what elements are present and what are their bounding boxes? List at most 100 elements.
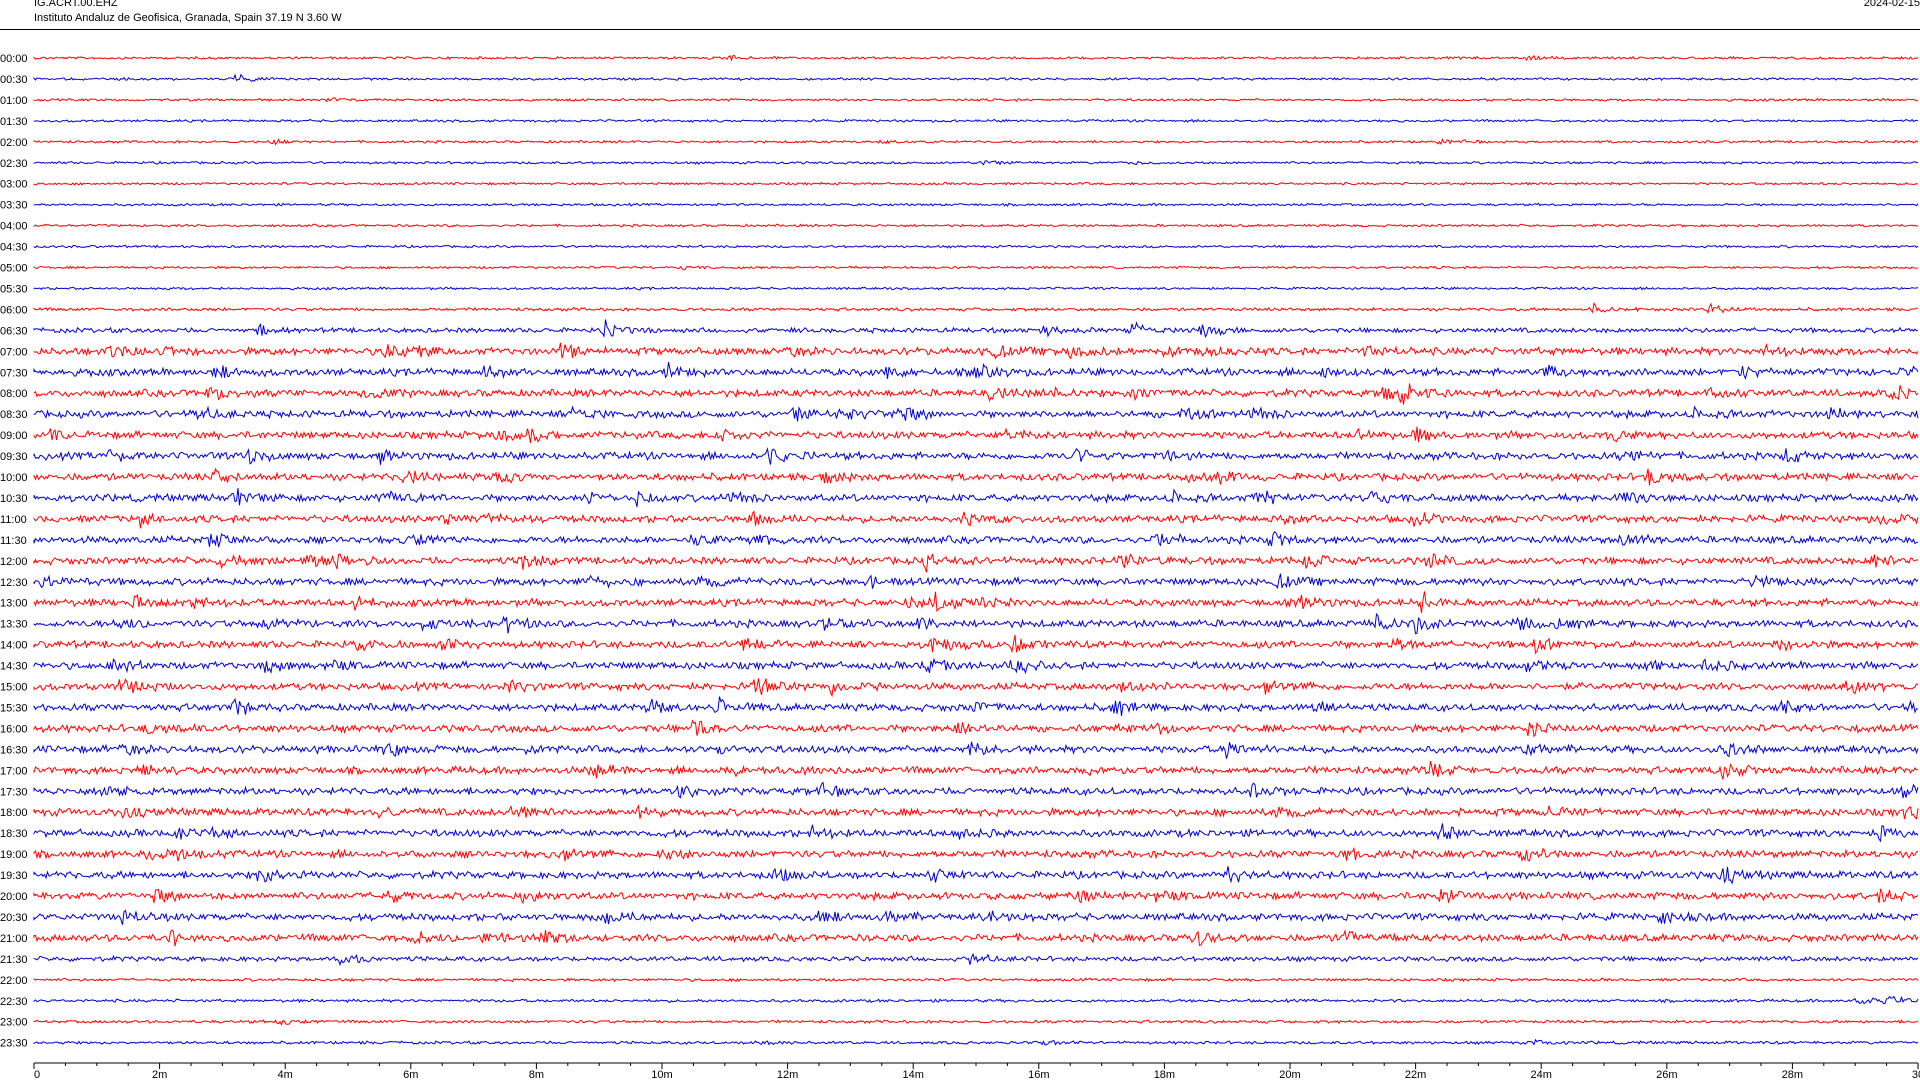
station-code: IG.ACRT.00.EHZ <box>34 0 118 9</box>
trace-row-13:30 <box>33 612 1919 635</box>
trace-row-10:30 <box>33 488 1919 508</box>
trace-row-20:00 <box>33 887 1919 905</box>
row-label: 01:30 <box>0 116 28 128</box>
row-label: 22:00 <box>0 975 28 987</box>
row-label: 06:00 <box>0 304 28 316</box>
row-label: 23:30 <box>0 1038 28 1050</box>
trace-row-02:00 <box>33 138 1919 146</box>
row-label: 06:30 <box>0 325 28 337</box>
x-tick-label: 28m <box>1782 1069 1803 1080</box>
row-label-group: 00:00 00:30 01:00 01:30 02:00 02:30 03:00 03:30… <box>0 53 28 1050</box>
trace-row-18:30 <box>33 823 1919 843</box>
trace-row-11:00 <box>33 510 1919 529</box>
x-tick-label: 0 <box>34 1069 40 1080</box>
trace-group <box>33 54 1919 1046</box>
row-label: 21:00 <box>0 933 28 945</box>
trace-row-02:30 <box>33 160 1919 166</box>
x-tick-label: 18m <box>1154 1069 1175 1080</box>
row-label: 11:30 <box>0 535 27 547</box>
station-location: Instituto Andaluz de Geofisica, Granada,… <box>34 12 342 24</box>
trace-row-21:30 <box>33 952 1919 967</box>
row-label: 10:00 <box>0 472 28 484</box>
trace-row-08:30 <box>33 405 1919 422</box>
x-tick-label: 6m <box>403 1069 418 1080</box>
trace-row-09:30 <box>33 447 1919 465</box>
row-label: 23:00 <box>0 1017 28 1029</box>
trace-row-10:00 <box>33 467 1919 486</box>
trace-row-05:00 <box>33 265 1919 271</box>
row-label: 17:30 <box>0 786 28 798</box>
row-label: 05:30 <box>0 283 28 295</box>
row-label: 20:30 <box>0 912 28 924</box>
trace-row-07:30 <box>33 361 1919 380</box>
trace-row-15:30 <box>33 696 1919 717</box>
row-label: 14:00 <box>0 640 28 652</box>
trace-row-09:00 <box>33 426 1919 444</box>
row-label: 05:00 <box>0 263 28 275</box>
row-label: 00:00 <box>0 53 28 65</box>
trace-row-04:00 <box>33 223 1919 228</box>
trace-row-06:00 <box>33 301 1919 314</box>
trace-row-12:00 <box>33 552 1919 573</box>
trace-row-01:30 <box>33 118 1919 123</box>
row-label: 13:00 <box>0 598 28 610</box>
trace-row-08:00 <box>33 383 1919 405</box>
x-tick-label: 10m <box>651 1069 672 1080</box>
x-tick-label: 20m <box>1279 1069 1300 1080</box>
x-tick-label: 26m <box>1656 1069 1677 1080</box>
row-label: 09:30 <box>0 451 28 463</box>
x-tick-label: 14m <box>902 1069 923 1080</box>
trace-row-15:00 <box>33 678 1919 698</box>
trace-row-00:30 <box>33 73 1919 82</box>
row-label: 16:30 <box>0 744 28 756</box>
row-label: 03:00 <box>0 179 28 191</box>
trace-row-01:00 <box>33 97 1919 103</box>
row-label: 07:30 <box>0 367 28 379</box>
trace-row-03:00 <box>33 181 1919 186</box>
row-label: 19:30 <box>0 870 28 882</box>
x-tick-label: 24m <box>1530 1069 1551 1080</box>
row-label: 11:00 <box>0 514 27 526</box>
row-label: 15:30 <box>0 702 28 714</box>
trace-row-17:30 <box>33 781 1919 799</box>
trace-row-19:30 <box>33 866 1919 885</box>
trace-row-12:30 <box>33 573 1919 590</box>
row-label: 10:30 <box>0 493 28 505</box>
x-tick-label: 16m <box>1028 1069 1049 1080</box>
trace-row-17:00 <box>33 760 1919 780</box>
x-tick-label: 30 <box>1912 1069 1920 1080</box>
row-label: 09:00 <box>0 430 28 442</box>
trace-row-23:30 <box>33 1038 1919 1046</box>
trace-row-21:00 <box>33 929 1919 947</box>
trace-row-11:30 <box>33 531 1919 548</box>
x-tick-label: 8m <box>529 1069 544 1080</box>
row-label: 08:30 <box>0 409 28 421</box>
x-tick-label: 4m <box>278 1069 293 1080</box>
row-label: 21:30 <box>0 954 28 966</box>
trace-row-14:00 <box>33 634 1919 655</box>
row-label: 12:00 <box>0 556 28 568</box>
row-label: 08:00 <box>0 388 28 400</box>
trace-row-04:30 <box>33 244 1919 249</box>
trace-row-16:00 <box>33 719 1919 738</box>
trace-row-05:30 <box>33 286 1919 291</box>
trace-row-22:30 <box>33 995 1919 1005</box>
trace-row-14:30 <box>33 657 1919 675</box>
x-tick-label: 2m <box>152 1069 167 1080</box>
trace-row-18:00 <box>33 804 1919 820</box>
row-label: 18:00 <box>0 807 28 819</box>
trace-row-03:30 <box>33 202 1919 207</box>
trace-row-22:00 <box>33 977 1919 983</box>
row-label: 13:30 <box>0 619 28 631</box>
row-label: 02:00 <box>0 137 28 149</box>
row-label: 00:30 <box>0 74 28 86</box>
trace-row-16:30 <box>33 741 1919 759</box>
header-divider <box>0 29 1920 30</box>
trace-row-00:00 <box>33 54 1919 62</box>
row-label: 07:00 <box>0 346 28 358</box>
trace-row-19:00 <box>33 846 1919 863</box>
trace-row-07:00 <box>33 342 1919 360</box>
record-date: 2024-02-15 <box>1863 0 1920 9</box>
x-tick-label: 22m <box>1405 1069 1426 1080</box>
